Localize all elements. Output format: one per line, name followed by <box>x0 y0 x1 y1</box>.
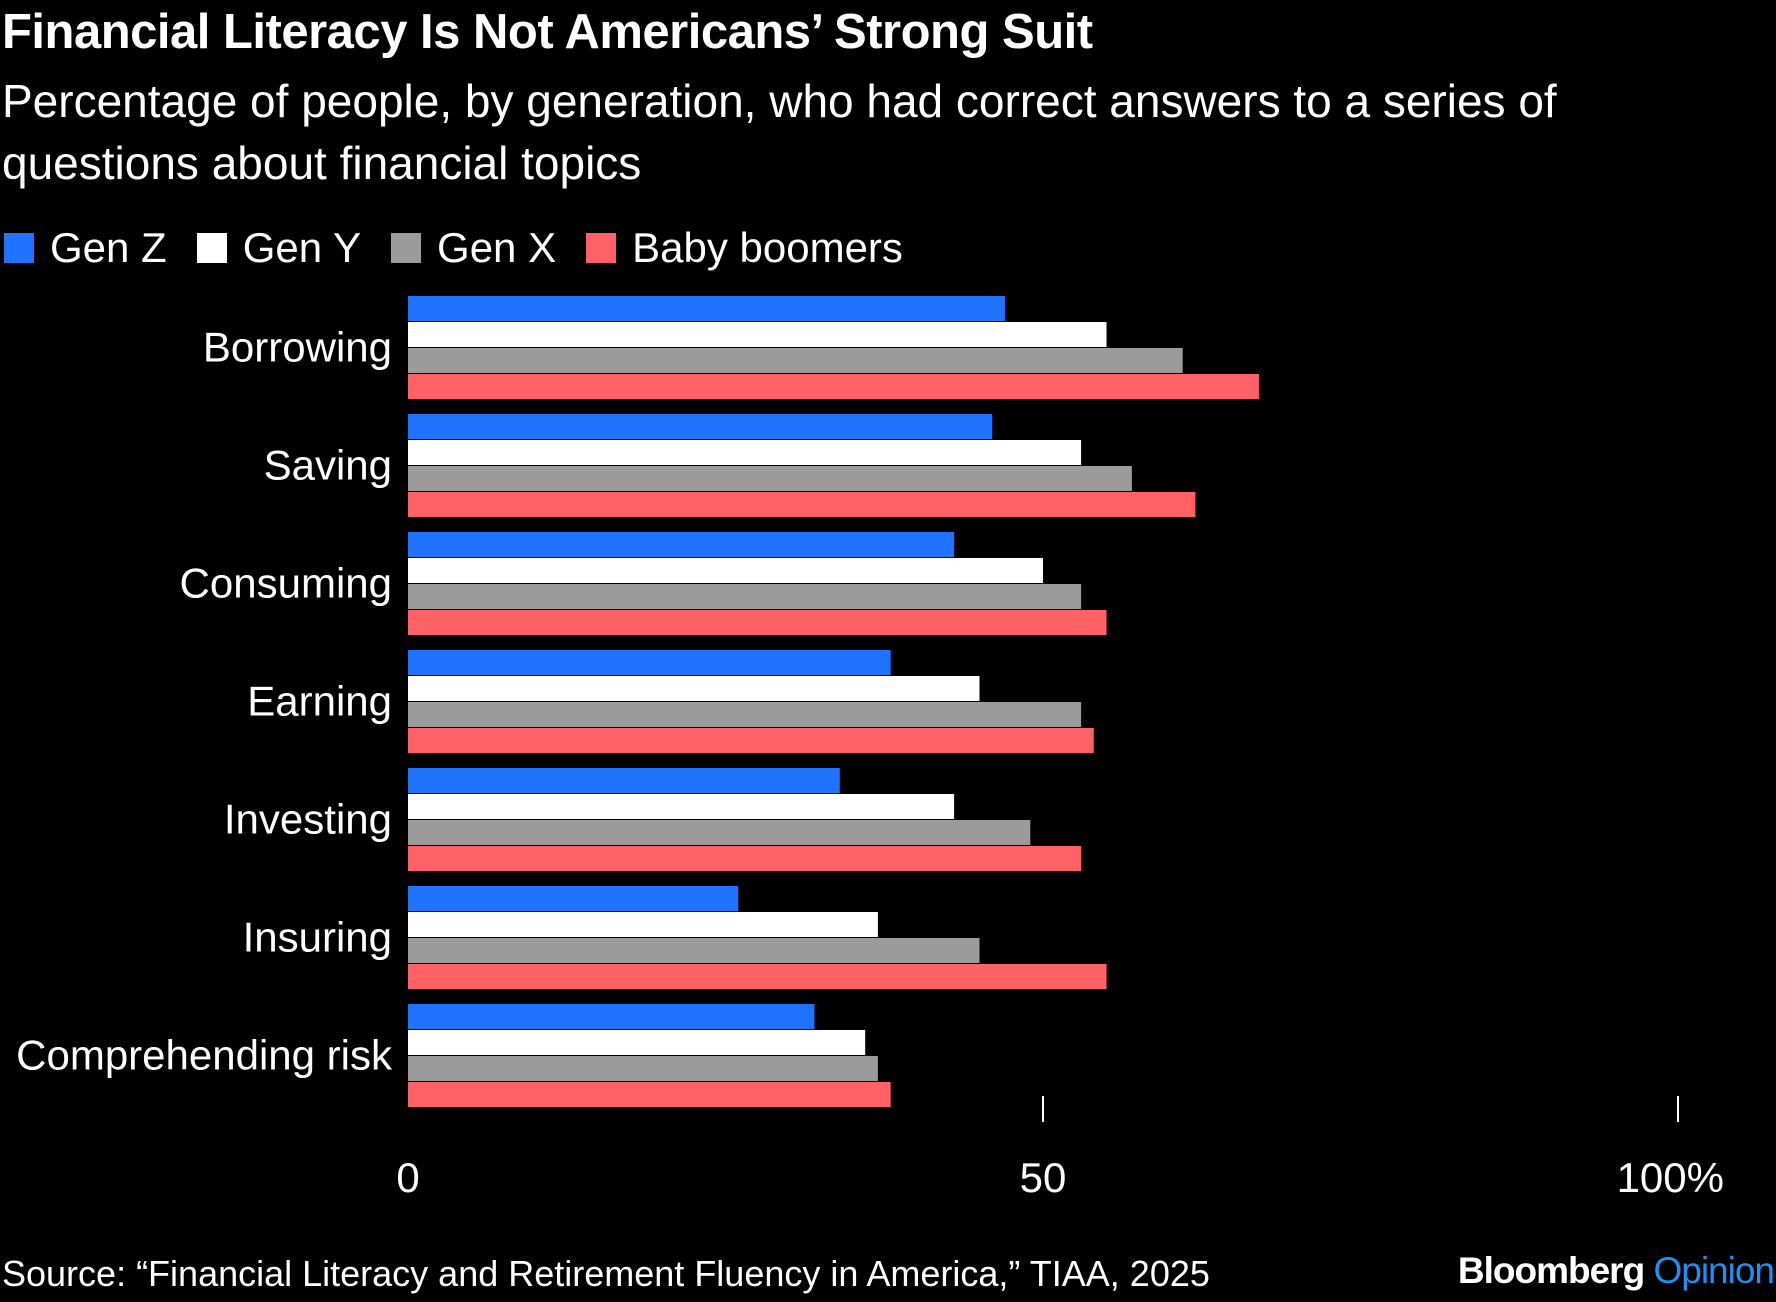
legend-label-gen-y: Gen Y <box>242 224 362 271</box>
bar-insuring-gen-x <box>408 938 980 963</box>
x-tick-label-100: 100% <box>1617 1154 1724 1201</box>
category-label-comprehending-risk: Comprehending risk <box>16 1032 393 1079</box>
legend-label-baby-boomers: Baby boomers <box>632 224 903 271</box>
legend-swatch-gen-y <box>196 233 227 263</box>
bar-investing-baby-boomers <box>408 846 1082 871</box>
bar-comprehending-risk-gen-x <box>408 1056 878 1081</box>
legend-label-gen-z: Gen Z <box>50 224 167 271</box>
bar-saving-gen-z <box>408 414 993 439</box>
category-label-consuming: Consuming <box>180 560 392 607</box>
bar-consuming-baby-boomers <box>408 610 1107 635</box>
legend: Gen Z Gen Y Gen X Baby boomers <box>4 224 933 272</box>
bar-consuming-gen-y <box>408 558 1043 583</box>
legend-item-gen-y: Gen Y <box>196 224 362 272</box>
category-label-insuring: Insuring <box>243 914 392 961</box>
bar-borrowing-gen-z <box>408 296 1005 321</box>
bar-comprehending-risk-baby-boomers <box>408 1082 891 1107</box>
bar-investing-gen-y <box>408 794 955 819</box>
bar-saving-gen-x <box>408 466 1132 491</box>
x-tick-label-0: 0 <box>396 1154 419 1201</box>
category-label-saving: Saving <box>264 442 392 489</box>
bar-saving-baby-boomers <box>408 492 1196 517</box>
category-label-earning: Earning <box>247 678 392 725</box>
category-label-borrowing: Borrowing <box>203 324 392 371</box>
x-tick-label-50: 50 <box>1020 1154 1067 1201</box>
bar-insuring-gen-y <box>408 912 878 937</box>
brand-name: Bloomberg <box>1457 1250 1645 1291</box>
bar-earning-gen-y <box>408 676 980 701</box>
legend-item-gen-x: Gen X <box>391 224 556 272</box>
chart-title: Financial Literacy Is Not Americans’ Str… <box>2 5 1093 59</box>
bar-investing-gen-x <box>408 820 1031 845</box>
bar-borrowing-gen-y <box>408 322 1107 347</box>
bar-earning-gen-z <box>408 650 891 675</box>
category-label-investing: Investing <box>224 796 392 843</box>
bar-consuming-gen-x <box>408 584 1082 609</box>
brand-logo: Bloomberg Opinion <box>1457 1250 1775 1292</box>
bar-chart: Borrowing Saving Consuming Earning Investing… <box>16 296 1724 1201</box>
legend-swatch-baby-boomers <box>586 233 617 263</box>
chart-subtitle: Percentage of people, by generation, who… <box>2 75 1557 189</box>
bar-consuming-gen-z <box>408 532 955 557</box>
brand-accent: Opinion <box>1653 1250 1775 1291</box>
bar-saving-gen-y <box>408 440 1082 465</box>
bar-earning-baby-boomers <box>408 728 1094 753</box>
legend-swatch-gen-x <box>391 233 422 263</box>
bar-earning-gen-x <box>408 702 1082 727</box>
legend-item-baby-boomers: Baby boomers <box>586 224 903 272</box>
bar-insuring-baby-boomers <box>408 964 1107 989</box>
source-note: Source: “Financial Literacy and Retireme… <box>2 1253 1210 1294</box>
legend-label-gen-x: Gen X <box>437 224 557 271</box>
bar-investing-gen-z <box>408 768 840 793</box>
legend-item-gen-z: Gen Z <box>4 224 167 272</box>
legend-swatch-gen-z <box>4 233 34 263</box>
bar-borrowing-gen-x <box>408 348 1183 373</box>
bar-comprehending-risk-gen-z <box>408 1004 815 1029</box>
bar-borrowing-baby-boomers <box>408 374 1259 399</box>
bar-comprehending-risk-gen-y <box>408 1030 866 1055</box>
bar-insuring-gen-z <box>408 886 739 911</box>
